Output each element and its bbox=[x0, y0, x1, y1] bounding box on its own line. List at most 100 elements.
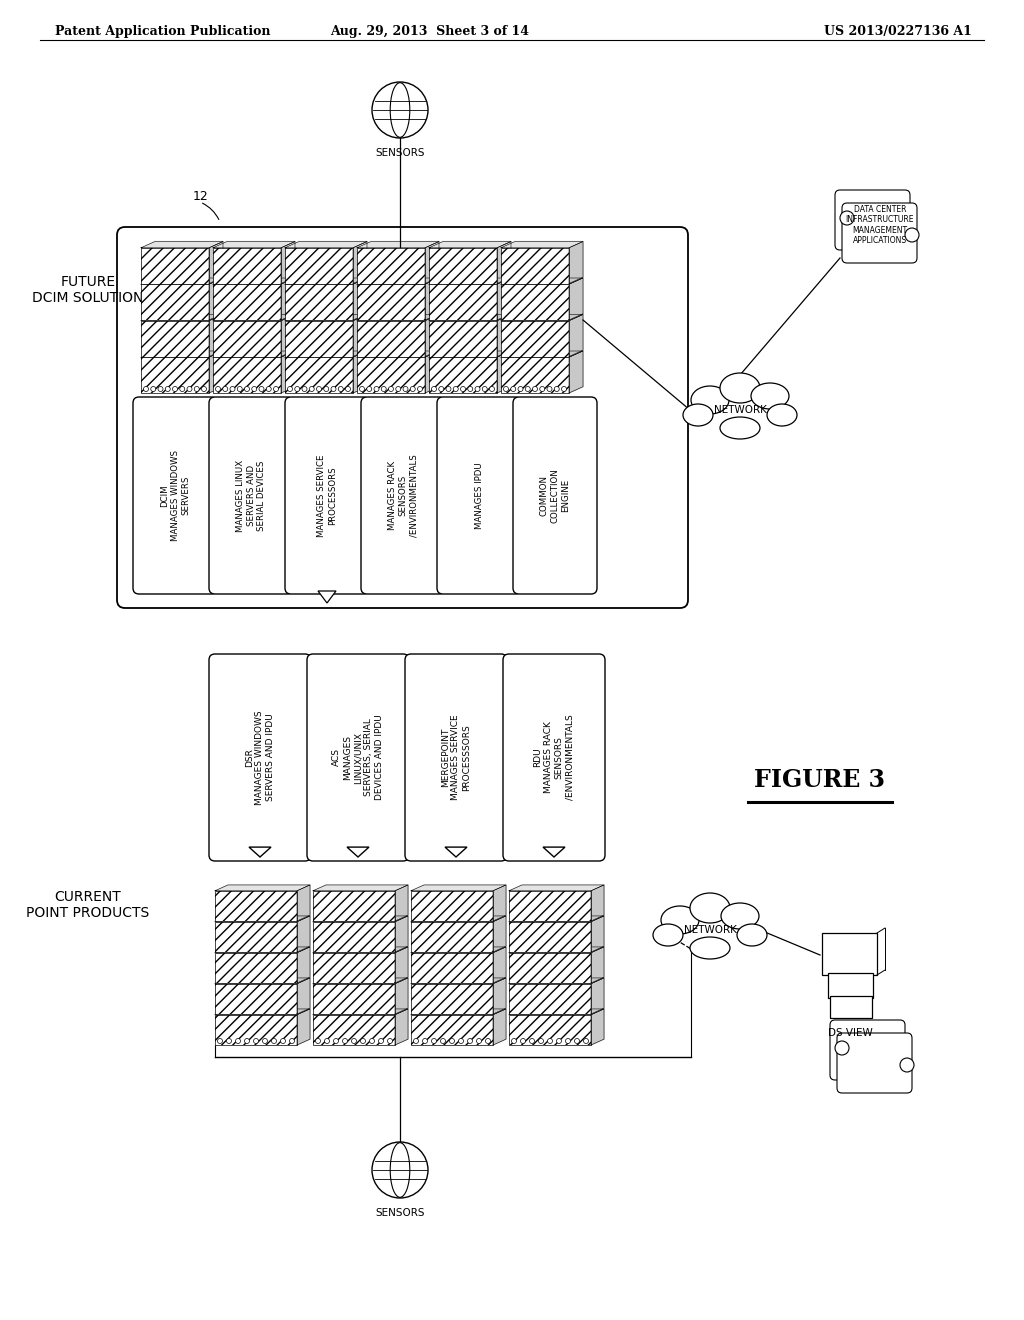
Bar bbox=[313, 1015, 395, 1045]
Circle shape bbox=[230, 387, 234, 392]
Bar bbox=[313, 921, 395, 952]
Polygon shape bbox=[429, 242, 511, 248]
Polygon shape bbox=[411, 916, 506, 921]
Text: FIGURE 3: FIGURE 3 bbox=[755, 768, 886, 792]
FancyBboxPatch shape bbox=[209, 653, 311, 861]
Text: 12: 12 bbox=[193, 190, 209, 203]
Circle shape bbox=[835, 1041, 849, 1055]
Polygon shape bbox=[591, 884, 604, 921]
Polygon shape bbox=[357, 242, 439, 248]
Circle shape bbox=[360, 1039, 366, 1044]
Circle shape bbox=[374, 387, 379, 392]
Polygon shape bbox=[395, 978, 408, 1014]
Ellipse shape bbox=[691, 385, 729, 414]
Text: DCIM
MANAGES WINDOWS
SERVERS: DCIM MANAGES WINDOWS SERVERS bbox=[160, 450, 190, 541]
Bar bbox=[830, 997, 872, 1018]
Polygon shape bbox=[313, 946, 408, 953]
Circle shape bbox=[315, 1039, 321, 1044]
Text: COMMON
COLLECTION
ENGINE: COMMON COLLECTION ENGINE bbox=[540, 469, 570, 523]
Polygon shape bbox=[429, 351, 511, 358]
Circle shape bbox=[584, 1039, 589, 1044]
Circle shape bbox=[423, 1039, 427, 1044]
Polygon shape bbox=[213, 279, 295, 284]
Polygon shape bbox=[215, 1008, 310, 1015]
Circle shape bbox=[540, 387, 545, 392]
Circle shape bbox=[372, 82, 428, 139]
FancyBboxPatch shape bbox=[513, 397, 597, 594]
Circle shape bbox=[226, 1039, 231, 1044]
Polygon shape bbox=[357, 314, 439, 321]
Circle shape bbox=[387, 1039, 392, 1044]
Circle shape bbox=[900, 1059, 914, 1072]
Circle shape bbox=[438, 387, 443, 392]
Polygon shape bbox=[285, 279, 367, 284]
Polygon shape bbox=[497, 351, 511, 393]
Bar bbox=[509, 921, 591, 952]
Text: Aug. 29, 2013  Sheet 3 of 14: Aug. 29, 2013 Sheet 3 of 14 bbox=[331, 25, 529, 38]
Bar bbox=[357, 321, 425, 356]
Circle shape bbox=[215, 387, 220, 392]
Polygon shape bbox=[569, 279, 583, 319]
Circle shape bbox=[165, 387, 170, 392]
Circle shape bbox=[151, 387, 156, 392]
Bar bbox=[285, 284, 353, 319]
Polygon shape bbox=[209, 351, 223, 393]
Text: CURRENT
POINT PRODUCTS: CURRENT POINT PRODUCTS bbox=[27, 890, 150, 920]
Circle shape bbox=[266, 387, 271, 392]
Circle shape bbox=[450, 1039, 455, 1044]
Bar bbox=[313, 953, 395, 983]
Ellipse shape bbox=[737, 924, 767, 946]
Bar bbox=[357, 358, 425, 393]
Bar bbox=[429, 284, 497, 319]
Polygon shape bbox=[429, 279, 511, 284]
Bar bbox=[411, 1015, 493, 1045]
FancyBboxPatch shape bbox=[133, 397, 217, 594]
Bar bbox=[411, 983, 493, 1014]
Bar bbox=[215, 1015, 297, 1045]
Polygon shape bbox=[281, 242, 295, 284]
Circle shape bbox=[236, 1039, 241, 1044]
Circle shape bbox=[468, 387, 473, 392]
Bar bbox=[213, 248, 281, 284]
Circle shape bbox=[309, 387, 314, 392]
Circle shape bbox=[411, 387, 416, 392]
Bar bbox=[509, 1015, 591, 1045]
Text: SENSORS: SENSORS bbox=[375, 1208, 425, 1218]
Circle shape bbox=[905, 228, 919, 242]
Polygon shape bbox=[569, 314, 583, 356]
Polygon shape bbox=[318, 591, 336, 603]
Polygon shape bbox=[591, 978, 604, 1014]
Bar bbox=[141, 321, 209, 356]
Polygon shape bbox=[411, 978, 506, 983]
Text: MANAGES IPDU: MANAGES IPDU bbox=[474, 462, 483, 529]
Text: NETWORK: NETWORK bbox=[714, 405, 766, 414]
Polygon shape bbox=[497, 279, 511, 319]
Circle shape bbox=[367, 387, 372, 392]
Bar bbox=[509, 983, 591, 1014]
Text: DSR
MANAGES WINDOWS
SERVERS AND IPDU: DSR MANAGES WINDOWS SERVERS AND IPDU bbox=[245, 710, 275, 805]
Circle shape bbox=[476, 1039, 481, 1044]
Circle shape bbox=[217, 1039, 222, 1044]
Bar bbox=[285, 321, 353, 356]
Polygon shape bbox=[215, 978, 310, 983]
Bar bbox=[285, 358, 353, 393]
Bar bbox=[215, 953, 297, 983]
Polygon shape bbox=[395, 916, 408, 952]
Bar bbox=[215, 983, 297, 1014]
Polygon shape bbox=[297, 978, 310, 1014]
Bar bbox=[215, 953, 297, 983]
Bar bbox=[501, 321, 569, 356]
Polygon shape bbox=[285, 351, 367, 358]
Circle shape bbox=[511, 387, 516, 392]
Bar bbox=[411, 953, 493, 983]
Polygon shape bbox=[501, 351, 583, 358]
Bar bbox=[313, 891, 395, 921]
Text: NETWORK: NETWORK bbox=[684, 925, 736, 935]
Polygon shape bbox=[395, 884, 408, 921]
Bar bbox=[429, 321, 497, 356]
Bar bbox=[501, 321, 569, 356]
Polygon shape bbox=[297, 916, 310, 952]
Ellipse shape bbox=[721, 903, 759, 929]
Bar bbox=[501, 358, 569, 393]
Bar bbox=[141, 248, 209, 284]
